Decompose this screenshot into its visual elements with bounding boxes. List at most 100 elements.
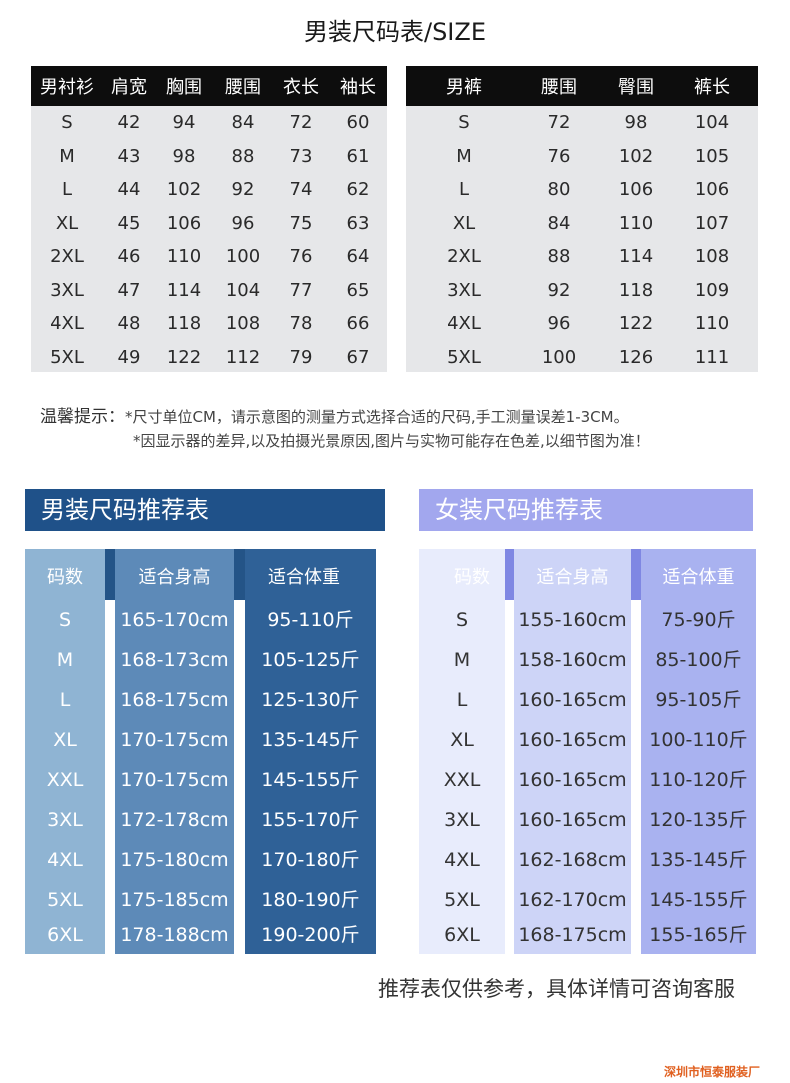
table-cell: 66 (346, 313, 370, 335)
table-cell: XL (55, 212, 79, 234)
table-cell: S (458, 112, 470, 134)
table-row: S 42 94 84 72 60 (31, 106, 387, 140)
list-item: 158-160cm (518, 649, 627, 671)
list-item: XL (53, 729, 77, 751)
column-header: 袖长 (340, 77, 376, 98)
list-item: XL (450, 729, 474, 751)
table-cell: 107 (694, 212, 730, 234)
women-weight-column: 适合体重 75-90斤 85-100斤 95-105斤 100-110斤 110-120… (641, 549, 756, 954)
table-cell: 64 (346, 246, 370, 268)
shirt-table-header: 男衬衫 肩宽 胸围 腰围 衣长 袖长 (31, 66, 387, 106)
table-cell: 79 (289, 346, 313, 368)
table-cell: 3XL (50, 279, 84, 301)
table-cell: 102 (618, 145, 654, 167)
list-item: 168-173cm (120, 649, 229, 671)
column-header: 男裤 (446, 77, 482, 98)
list-item: S (58, 609, 72, 631)
list-item: 6XL (47, 924, 83, 946)
list-item: 162-168cm (518, 849, 627, 871)
table-cell: 88 (231, 145, 255, 167)
men-height-column: 适合身高 165-170cm 168-173cm 168-175cm 170-175c… (115, 549, 234, 954)
table-cell: 72 (547, 112, 571, 134)
table-cell: L (61, 179, 73, 201)
table-cell: 62 (346, 179, 370, 201)
column-header: 胸围 (166, 77, 202, 98)
list-item: 75-90斤 (661, 609, 736, 631)
table-cell: 110 (694, 313, 730, 335)
table-cell: 110 (166, 246, 202, 268)
table-cell: 114 (618, 246, 654, 268)
column-header: 肩宽 (111, 77, 147, 98)
table-row: 3XL 47 114 104 77 65 (31, 274, 387, 308)
table-cell: 104 (225, 279, 261, 301)
table-cell: 109 (694, 279, 730, 301)
table-cell: M (456, 145, 472, 167)
list-item: 5XL (47, 889, 83, 911)
list-item: M (56, 649, 74, 671)
women-size-header: 码数 (454, 567, 490, 588)
list-item: 178-188cm (120, 924, 229, 946)
list-item: 95-105斤 (655, 689, 742, 711)
list-item: 85-100斤 (655, 649, 742, 671)
table-row: 5XL 100 126 111 (406, 341, 758, 375)
table-cell: 48 (117, 313, 141, 335)
table-row: 4XL 96 122 110 (406, 307, 758, 341)
list-item: 160-165cm (518, 729, 627, 751)
table-cell: 122 (618, 313, 654, 335)
table-cell: 77 (289, 279, 313, 301)
list-item: 172-178cm (120, 809, 229, 831)
list-item: 5XL (444, 889, 480, 911)
table-cell: 74 (289, 179, 313, 201)
table-row: 2XL 46 110 100 76 64 (31, 240, 387, 274)
list-item: 3XL (444, 809, 480, 831)
list-item: L (456, 689, 468, 711)
table-cell: 2XL (447, 246, 481, 268)
shirt-size-table: 男衬衫 肩宽 胸围 腰围 衣长 袖长 S 42 94 84 72 60 M 43 98 88 73 61 L 44 1… (31, 66, 387, 372)
list-item: 145-155斤 (261, 769, 360, 791)
list-item: 180-190斤 (261, 889, 360, 911)
list-item: L (59, 689, 71, 711)
women-size-column: 码数 S M L XL XXL 3XL 4XL 5XL 6XL (419, 549, 505, 954)
shirt-table-body: S 42 94 84 72 60 M 43 98 88 73 61 L 44 102 92 74 62 XL 45 10… (31, 106, 387, 374)
table-row: XL 84 110 107 (406, 207, 758, 241)
watermark: 深圳市恒泰服装厂 (664, 1065, 761, 1079)
list-item: 170-175cm (120, 769, 229, 791)
men-size-column: 码数 S M L XL XXL 3XL 4XL 5XL 6XL (25, 549, 105, 954)
table-cell: 126 (618, 346, 654, 368)
list-item: 160-165cm (518, 809, 627, 831)
table-cell: 80 (547, 179, 571, 201)
women-height-header: 适合身高 (536, 567, 609, 588)
footnote: 推荐表仅供参考，具体详情可咨询客服 (378, 977, 735, 1001)
table-cell: 49 (117, 346, 141, 368)
list-item: 145-155斤 (649, 889, 748, 911)
table-row: L 44 102 92 74 62 (31, 173, 387, 207)
list-item: 155-165斤 (649, 924, 748, 946)
table-cell: 94 (172, 112, 196, 134)
table-row: L 80 106 106 (406, 173, 758, 207)
table-cell: 84 (547, 212, 571, 234)
pants-table-header: 男裤 腰围 臀围 裤长 (406, 66, 758, 106)
table-cell: 118 (166, 313, 202, 335)
table-cell: 76 (289, 246, 313, 268)
table-cell: S (61, 112, 73, 134)
table-cell: 106 (618, 179, 654, 201)
table-cell: 96 (231, 212, 255, 234)
table-cell: M (59, 145, 75, 167)
list-item: 120-135斤 (649, 809, 748, 831)
table-row: XL 45 106 96 75 63 (31, 207, 387, 241)
table-cell: 104 (694, 112, 730, 134)
table-row: M 43 98 88 73 61 (31, 140, 387, 174)
table-cell: 88 (547, 246, 571, 268)
list-item: 162-170cm (518, 889, 627, 911)
column-header: 裤长 (694, 77, 730, 98)
table-row: 5XL 49 122 112 79 67 (31, 341, 387, 375)
women-recommendation-table: 码数 S M L XL XXL 3XL 4XL 5XL 6XL 适合身高 155-160cm 15… (419, 549, 756, 954)
table-cell: 92 (231, 179, 255, 201)
list-item: XXL (46, 769, 84, 791)
men-size-header: 码数 (47, 567, 83, 588)
list-item: 105-125斤 (261, 649, 360, 671)
list-item: 155-160cm (518, 609, 627, 631)
table-cell: XL (452, 212, 476, 234)
list-item: 4XL (444, 849, 480, 871)
list-item: 175-185cm (120, 889, 229, 911)
